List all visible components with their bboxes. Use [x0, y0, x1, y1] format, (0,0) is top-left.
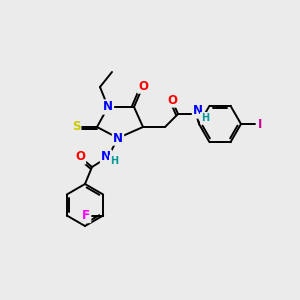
Text: H: H	[201, 113, 209, 123]
Text: N: N	[113, 131, 123, 145]
Text: N: N	[103, 100, 113, 113]
Text: O: O	[138, 80, 148, 92]
Text: H: H	[110, 156, 118, 166]
Text: F: F	[82, 209, 90, 222]
Text: N: N	[193, 104, 203, 118]
Text: O: O	[75, 151, 85, 164]
Text: S: S	[72, 121, 80, 134]
Text: I: I	[258, 118, 262, 130]
Text: O: O	[167, 94, 177, 106]
Text: N: N	[101, 151, 111, 164]
